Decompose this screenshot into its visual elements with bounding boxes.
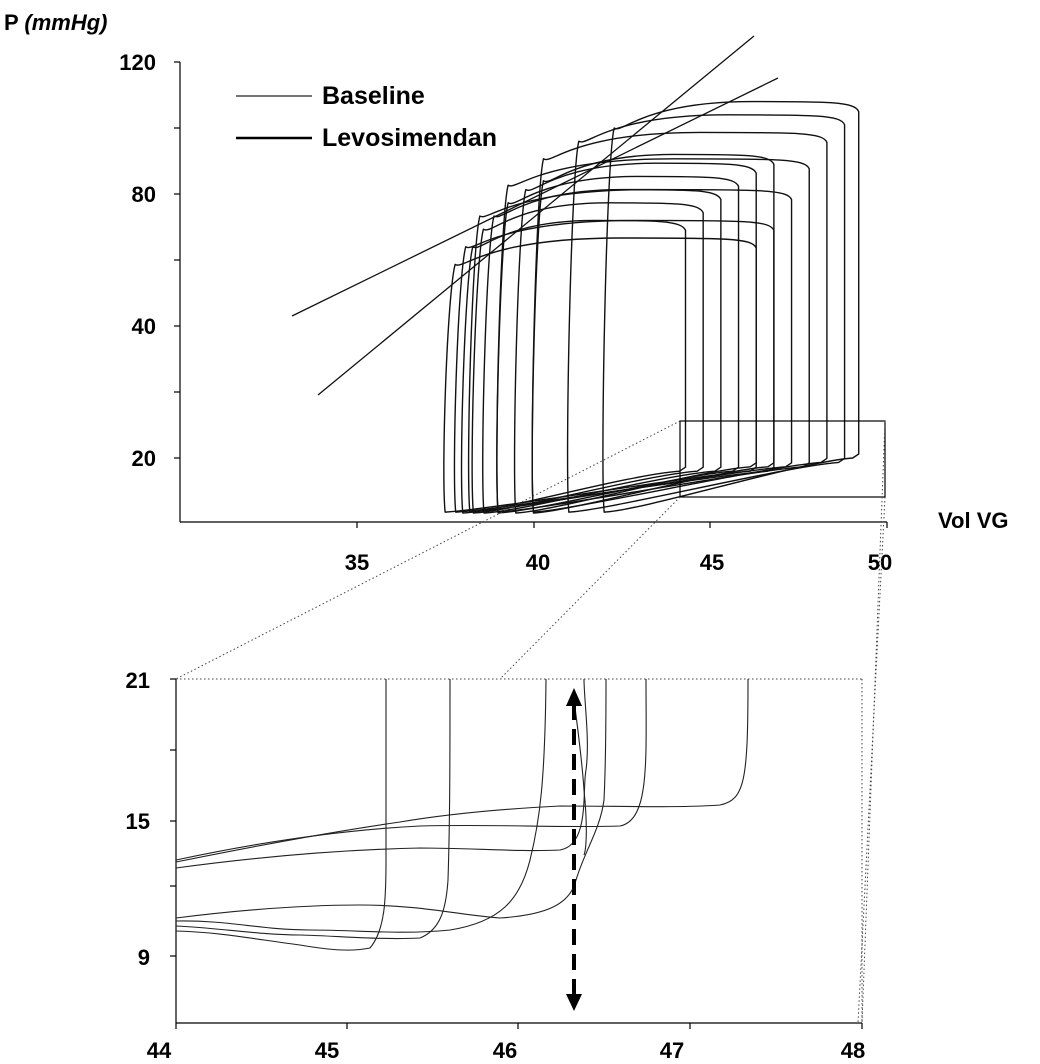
bottom-x-tick-label: 45 [315,1038,339,1063]
pv-loop [602,100,860,513]
top-y-tick-label: 40 [132,314,156,339]
pv-loop [513,162,757,514]
zoom-curve [175,678,647,861]
zoom-curves [175,678,749,951]
pv-loop [566,114,846,513]
x-axis-label: Vol VG [938,508,1009,533]
top-x-tick-label: 45 [700,550,724,575]
zoom-curve [175,678,607,919]
zoom-connectors [175,420,886,1024]
bottom-y-ticks: 21 15 9 [126,668,176,970]
top-x-tick-label: 35 [345,550,369,575]
bottom-x-tick-label: 48 [841,1038,865,1063]
bottom-x-tick-label: 44 [147,1038,172,1063]
zoom-curve [175,678,451,940]
bottom-chart: 21 15 9 44 45 46 47 48 [126,668,866,1063]
top-chart: P (mmHg) 120 80 40 20 35 40 45 5 [4,10,1009,575]
espvr-line-baseline [291,77,779,317]
pv-loop [467,188,793,513]
zoom-curve [175,678,749,863]
bottom-y-tick-label: 9 [138,945,150,970]
top-y-tick-label: 20 [132,446,156,471]
y-axis-label-p: P [4,10,18,35]
pv-loops [443,100,860,514]
arrow-head-up-icon [566,688,582,706]
legend-label-baseline: Baseline [322,82,425,110]
espvr-line-levosimendan [317,35,755,396]
top-y-tick-label: 80 [132,182,156,207]
connector-line [499,496,681,680]
pv-loop [460,219,687,514]
legend-label-levosimendan: Levosimendan [322,124,497,152]
pv-loop [443,237,757,513]
zoom-box [679,420,886,498]
top-y-ticks: 120 80 40 20 [119,50,180,471]
pv-loop [531,131,828,513]
top-x-tick-label: 40 [526,550,550,575]
bottom-y-tick-label: 21 [126,668,150,693]
zoom-curve [175,679,387,951]
top-y-tick-label: 120 [119,50,156,75]
y-axis-label: P (mmHg) [4,10,108,35]
bottom-y-tick-label: 15 [126,809,150,834]
top-x-ticks: 35 40 45 50 [345,522,892,575]
dashed-double-arrow [566,688,582,1011]
bottom-x-ticks: 44 45 46 47 48 [147,1023,865,1063]
arrow-head-down-icon [566,994,582,1011]
pv-loop [496,158,810,513]
connector-line [175,420,681,680]
zoom-curve [573,699,587,856]
legend: Baseline Levosimendan [236,82,497,152]
y-axis-label-unit: (mmHg) [24,10,107,35]
bottom-x-tick-label: 46 [493,1038,517,1063]
zoom-curve [175,678,547,933]
zoom-curve [175,678,588,869]
bottom-x-tick-label: 47 [660,1038,684,1063]
